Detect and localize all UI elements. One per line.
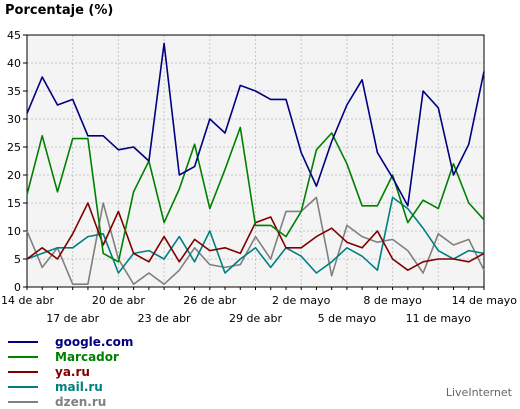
- y-tick-label: 40: [7, 57, 21, 70]
- legend-swatch: [8, 355, 38, 358]
- y-tick-label: 35: [7, 85, 21, 98]
- chart-legend: google.com Marcador ya.ru mail.ru dzen.ru: [8, 334, 133, 409]
- y-tick-label: 25: [7, 141, 21, 154]
- x-tick-label: 29 de abr: [229, 312, 282, 325]
- series-line-dzen-ru: [26, 196, 485, 286]
- legend-item: ya.ru: [8, 364, 133, 379]
- y-tick-label: 10: [7, 225, 21, 238]
- y-tick-label: 20: [7, 169, 21, 182]
- series-line-google-com: [26, 42, 485, 207]
- y-tick-label: 15: [7, 197, 21, 210]
- legend-swatch: [8, 400, 38, 403]
- y-tick-label: 0: [14, 281, 21, 294]
- y-tick-label: 45: [7, 29, 21, 42]
- x-tick-label: 8 de mayo: [363, 294, 422, 307]
- legend-label: mail.ru: [55, 379, 103, 394]
- x-tick-label: 2 de mayo: [272, 294, 331, 307]
- x-tick-label: 14 de abr: [1, 294, 54, 307]
- series-line-mail-ru: [26, 196, 485, 274]
- legend-label: dzen.ru: [55, 394, 107, 409]
- x-tick-label: 5 de mayo: [318, 312, 377, 325]
- chart-title: Porcentaje (%): [5, 3, 114, 18]
- branding-label: LiveInternet: [445, 386, 512, 399]
- x-tick-label: 14 de mayo: [452, 294, 518, 307]
- y-tick-label: 30: [7, 113, 21, 126]
- legend-label: Marcador: [55, 349, 119, 364]
- y-tick-label: 5: [14, 253, 21, 266]
- legend-item: dzen.ru: [8, 394, 133, 409]
- x-tick-label: 26 de abr: [183, 294, 236, 307]
- legend-swatch: [8, 385, 38, 388]
- x-tick-label: 11 de mayo: [406, 312, 472, 325]
- plot-frame: [26, 34, 485, 288]
- x-tick-label: 17 de abr: [46, 312, 99, 325]
- legend-swatch: [8, 340, 38, 343]
- legend-item: mail.ru: [8, 379, 133, 394]
- legend-label: google.com: [55, 334, 134, 349]
- legend-item: Marcador: [8, 349, 133, 364]
- legend-label: ya.ru: [55, 364, 90, 379]
- legend-item: google.com: [8, 334, 133, 349]
- series-line-marcador: [26, 126, 485, 263]
- x-tick-label: 23 de abr: [138, 312, 191, 325]
- x-tick-label: 20 de abr: [92, 294, 145, 307]
- legend-swatch: [8, 370, 38, 373]
